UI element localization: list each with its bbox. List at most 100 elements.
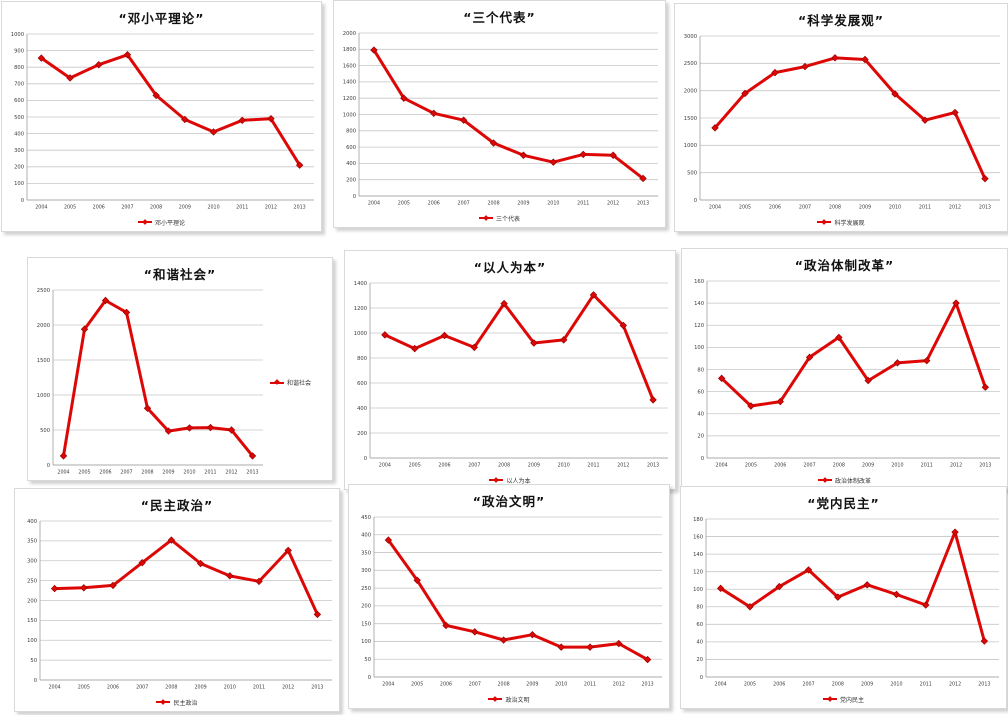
svg-text:2005: 2005 [739, 205, 751, 211]
svg-text:150: 150 [27, 618, 37, 624]
svg-text:2000: 2000 [343, 31, 356, 37]
chart-legend: 党内民主 [681, 692, 1006, 708]
chart-title: “政治文明” [472, 494, 546, 509]
legend-label: 和谐社会 [287, 380, 312, 387]
svg-text:2012: 2012 [949, 205, 961, 211]
legend-label: 政治体制改革 [834, 477, 871, 485]
chart-title: “党内民主” [807, 496, 880, 511]
svg-text:2500: 2500 [684, 61, 697, 67]
svg-text:100: 100 [14, 181, 24, 187]
svg-text:1200: 1200 [343, 96, 356, 102]
svg-text:2008: 2008 [487, 201, 499, 207]
svg-text:2013: 2013 [311, 685, 323, 691]
legend-label: 科学发展观 [834, 219, 865, 227]
svg-text:2005: 2005 [64, 205, 76, 211]
svg-text:80: 80 [697, 367, 704, 373]
svg-text:2007: 2007 [802, 682, 814, 688]
svg-text:150: 150 [361, 621, 371, 627]
chart-legend: 以人为本 [345, 473, 675, 489]
svg-text:2006: 2006 [428, 201, 440, 207]
svg-text:500: 500 [40, 428, 50, 434]
svg-text:2010: 2010 [183, 470, 195, 476]
svg-text:2013: 2013 [637, 201, 649, 207]
svg-text:2013: 2013 [246, 470, 258, 476]
line-plot: 0 500 1000 1500 2000 2500 2004 2005 2006 2007 2008… [37, 288, 263, 476]
svg-text:2008: 2008 [497, 682, 509, 688]
svg-text:2006: 2006 [440, 682, 452, 688]
svg-text:2010: 2010 [890, 682, 902, 688]
svg-text:800: 800 [357, 356, 367, 362]
svg-text:2011: 2011 [920, 682, 932, 688]
svg-text:0: 0 [701, 456, 704, 462]
svg-text:2005: 2005 [745, 463, 757, 469]
svg-text:2010: 2010 [555, 682, 567, 688]
svg-text:2007: 2007 [468, 463, 480, 469]
chart-panel-democratic-politics: “民主政治” 0 50 100 150 200 250 300 350 400 2004 2005 2… [14, 488, 340, 712]
line-plot: 0 20 40 60 80 100 120 140 160 2004 2005 2006 2007 200… [694, 279, 1000, 469]
svg-text:700: 700 [14, 82, 24, 88]
svg-text:2013: 2013 [978, 682, 990, 688]
chart-legend: 和谐社会 [270, 285, 332, 480]
line-plot: 0 100 200 300 400 500 600 700 800 900 1000 2004 2005… [11, 32, 314, 211]
svg-text:2011: 2011 [921, 463, 933, 469]
svg-text:0: 0 [34, 678, 37, 684]
svg-text:1500: 1500 [684, 116, 697, 122]
svg-text:2012: 2012 [225, 470, 237, 476]
svg-text:200: 200 [357, 431, 367, 437]
svg-text:200: 200 [14, 165, 24, 171]
svg-text:2010: 2010 [558, 463, 570, 469]
chart-legend: 政治体制改革 [682, 473, 1007, 489]
svg-text:2004: 2004 [709, 205, 721, 211]
svg-text:2011: 2011 [204, 470, 216, 476]
svg-text:0: 0 [700, 675, 703, 681]
svg-text:2004: 2004 [716, 463, 728, 469]
chart-legend: 三个代表 [334, 211, 665, 227]
svg-text:160: 160 [694, 279, 704, 285]
svg-text:160: 160 [693, 534, 703, 540]
svg-text:300: 300 [361, 568, 371, 574]
svg-text:0: 0 [353, 194, 356, 200]
svg-text:2013: 2013 [641, 682, 653, 688]
svg-text:2005: 2005 [398, 201, 410, 207]
svg-text:2010: 2010 [547, 201, 559, 207]
svg-text:2004: 2004 [382, 682, 394, 688]
svg-text:3000: 3000 [684, 34, 697, 40]
svg-text:2009: 2009 [526, 682, 538, 688]
svg-text:180: 180 [693, 517, 703, 523]
svg-text:2006: 2006 [93, 205, 105, 211]
svg-text:250: 250 [361, 586, 371, 592]
svg-text:2005: 2005 [78, 685, 90, 691]
svg-text:2004: 2004 [57, 470, 69, 476]
chart-title: “民主政治” [140, 498, 214, 513]
svg-text:2013: 2013 [979, 205, 991, 211]
svg-text:200: 200 [361, 604, 371, 610]
svg-text:2007: 2007 [121, 205, 133, 211]
chart-title: “三个代表” [463, 10, 536, 25]
svg-text:2007: 2007 [799, 205, 811, 211]
chart-panel-people-oriented: “以人为本” 0 200 400 600 800 1000 1200 1400 2004 2005… [344, 250, 676, 490]
svg-text:1500: 1500 [37, 358, 50, 364]
legend-line-marker-icon [817, 221, 832, 223]
line-plot: 0 50 100 150 200 250 300 350 400 2004 2005 2006 2007… [27, 519, 332, 691]
svg-text:1600: 1600 [343, 63, 356, 69]
svg-text:1400: 1400 [354, 281, 367, 287]
svg-text:20: 20 [697, 434, 704, 440]
legend-label: 三个代表 [495, 215, 520, 223]
chart-panel-political-civilization: “政治文明” 0 50 100 150 200 250 300 350 400 450 2004 20… [348, 484, 670, 709]
chart-title: “政治体制改革” [794, 258, 895, 273]
svg-text:2005: 2005 [409, 463, 421, 469]
svg-text:2008: 2008 [832, 682, 844, 688]
svg-text:2008: 2008 [829, 205, 841, 211]
svg-text:2006: 2006 [107, 685, 119, 691]
svg-text:350: 350 [27, 539, 37, 545]
svg-text:2500: 2500 [37, 288, 50, 294]
svg-text:20: 20 [696, 657, 703, 663]
svg-text:450: 450 [361, 515, 371, 521]
svg-text:600: 600 [357, 381, 367, 387]
svg-text:60: 60 [697, 389, 704, 395]
svg-text:2007: 2007 [120, 470, 132, 476]
svg-text:2012: 2012 [613, 682, 625, 688]
svg-text:2009: 2009 [194, 685, 206, 691]
svg-text:2008: 2008 [150, 205, 162, 211]
